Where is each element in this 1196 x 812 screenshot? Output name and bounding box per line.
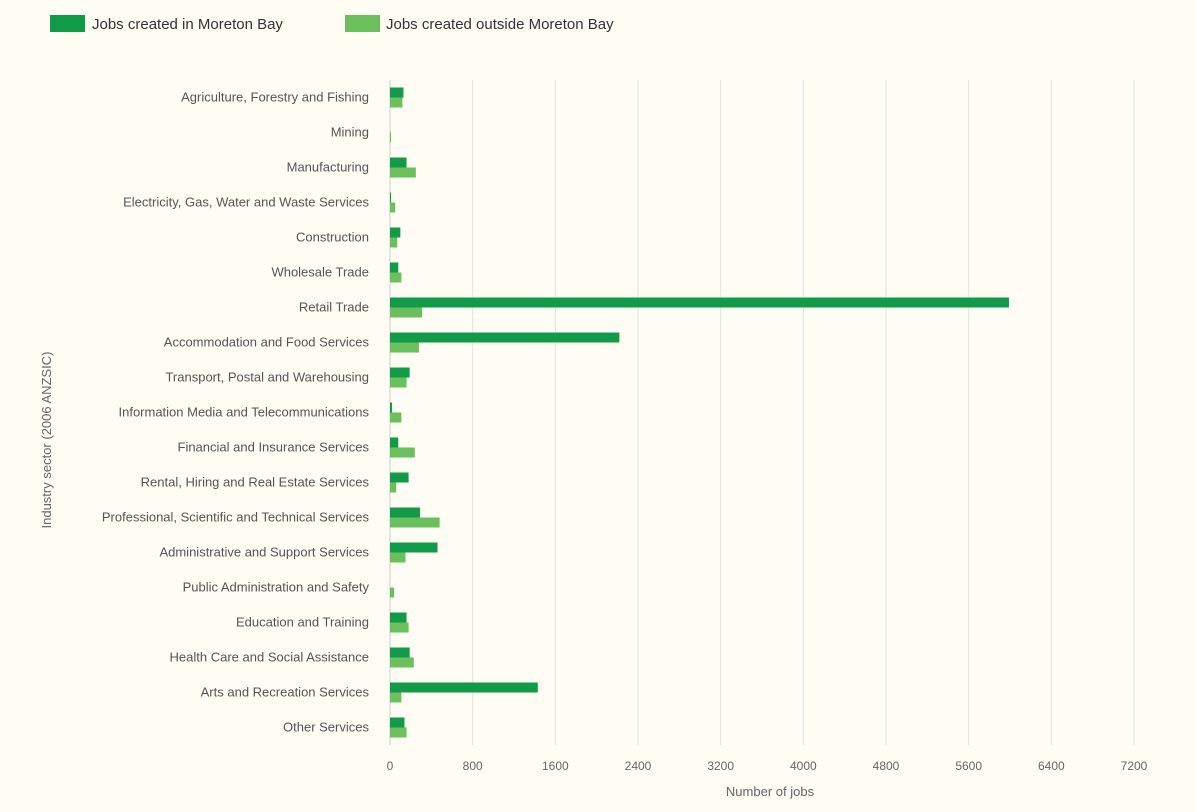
category-label: Wholesale Trade (271, 265, 369, 280)
x-tick-label: 800 (463, 759, 483, 773)
bar-outside-moreton-bay[interactable] (390, 342, 419, 353)
bar-in-moreton-bay[interactable] (390, 157, 407, 168)
x-tick-label: 2400 (625, 759, 652, 773)
x-tick-labels: 0 800 1600 2400 3200 4000 4800 5600 6400 7200 (387, 759, 1148, 773)
legend-item-outside-moreton-bay[interactable]: Jobs created outside Moreton Bay (345, 15, 614, 33)
legend-swatch-in-moreton-bay (50, 15, 85, 32)
bar-in-moreton-bay[interactable] (390, 507, 420, 518)
bar-in-moreton-bay[interactable] (390, 297, 1009, 308)
category-label: Electricity, Gas, Water and Waste Servic… (123, 195, 369, 210)
category-label: Financial and Insurance Services (178, 440, 370, 455)
bar-in-moreton-bay[interactable] (390, 717, 405, 728)
x-tick-label: 3200 (707, 759, 734, 773)
category-label: Public Administration and Safety (183, 580, 370, 595)
category-label: Arts and Recreation Services (201, 685, 370, 700)
bar-in-moreton-bay[interactable] (390, 87, 404, 98)
legend-label-outside-moreton-bay: Jobs created outside Moreton Bay (386, 16, 614, 33)
bar-in-moreton-bay[interactable] (390, 682, 538, 693)
x-tick-label: 6400 (1038, 759, 1065, 773)
legend-swatch-outside-moreton-bay (345, 15, 380, 32)
bar-outside-moreton-bay[interactable] (390, 727, 407, 738)
bar-in-moreton-bay[interactable] (390, 367, 410, 378)
bar-in-moreton-bay[interactable] (390, 542, 438, 553)
bar-outside-moreton-bay[interactable] (390, 132, 392, 143)
bar-in-moreton-bay[interactable] (390, 262, 399, 273)
category-label: Health Care and Social Assistance (170, 650, 369, 665)
bar-outside-moreton-bay[interactable] (390, 692, 402, 703)
bar-in-moreton-bay[interactable] (390, 437, 399, 448)
bar-outside-moreton-bay[interactable] (390, 167, 416, 178)
x-tick-label: 5600 (955, 759, 982, 773)
bar-outside-moreton-bay[interactable] (390, 517, 440, 528)
category-label: Accommodation and Food Services (164, 335, 370, 350)
bar-outside-moreton-bay[interactable] (390, 587, 395, 598)
bar-in-moreton-bay[interactable] (390, 332, 620, 343)
x-tick-label: 0 (387, 759, 394, 773)
category-label: Other Services (283, 720, 369, 735)
category-label: Agriculture, Forestry and Fishing (181, 90, 369, 105)
x-tick-label: 7200 (1121, 759, 1148, 773)
bar-outside-moreton-bay[interactable] (390, 237, 398, 248)
bar-outside-moreton-bay[interactable] (390, 202, 396, 213)
bar-outside-moreton-bay[interactable] (390, 377, 407, 388)
category-label: Retail Trade (299, 300, 369, 315)
legend-label-in-moreton-bay: Jobs created in Moreton Bay (92, 16, 283, 33)
legend-item-in-moreton-bay[interactable]: Jobs created in Moreton Bay (50, 15, 283, 33)
bar-outside-moreton-bay[interactable] (390, 97, 403, 108)
category-label: Information Media and Telecommunications (118, 405, 369, 420)
bars (390, 87, 1009, 738)
x-axis-title: Number of jobs (726, 784, 815, 799)
category-label: Education and Training (236, 615, 369, 630)
x-tick-label: 4000 (790, 759, 817, 773)
category-label: Professional, Scientific and Technical S… (102, 510, 370, 525)
bar-in-moreton-bay[interactable] (390, 402, 393, 413)
bar-in-moreton-bay[interactable] (390, 227, 401, 238)
bar-outside-moreton-bay[interactable] (390, 447, 415, 458)
x-tick-label: 1600 (542, 759, 569, 773)
bar-outside-moreton-bay[interactable] (390, 412, 402, 423)
category-label: Rental, Hiring and Real Estate Services (141, 475, 370, 490)
bar-in-moreton-bay[interactable] (390, 472, 409, 483)
bar-outside-moreton-bay[interactable] (390, 307, 423, 318)
bar-outside-moreton-bay[interactable] (390, 552, 406, 563)
bar-outside-moreton-bay[interactable] (390, 657, 414, 668)
bar-outside-moreton-bay[interactable] (390, 622, 409, 633)
category-label: Manufacturing (287, 160, 369, 175)
category-label: Construction (296, 230, 369, 245)
bar-in-moreton-bay[interactable] (390, 612, 407, 623)
bar-in-moreton-bay[interactable] (390, 647, 410, 658)
x-tick-label: 4800 (873, 759, 900, 773)
bar-in-moreton-bay[interactable] (390, 192, 392, 203)
bar-outside-moreton-bay[interactable] (390, 272, 402, 283)
category-label: Administrative and Support Services (159, 545, 369, 560)
category-label: Mining (331, 125, 369, 140)
bar-outside-moreton-bay[interactable] (390, 482, 397, 493)
legend: Jobs created in Moreton Bay Jobs created… (50, 15, 614, 33)
gridlines (389, 80, 1135, 745)
category-labels: Agriculture, Forestry and Fishing Mining M… (102, 90, 370, 735)
category-label: Transport, Postal and Warehousing (165, 370, 369, 385)
y-axis-title: Industry sector (2006 ANZSIC) (39, 351, 54, 528)
